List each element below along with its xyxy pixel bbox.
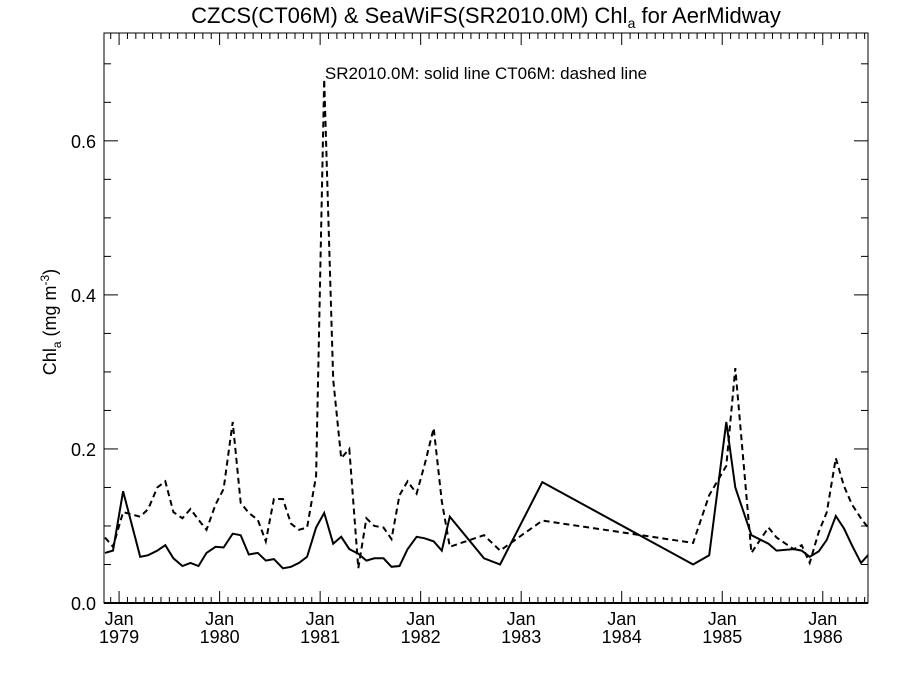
series-layer (104, 79, 869, 570)
series-annotation: SR2010.0M: solid line CT06M: dashed line (325, 64, 647, 83)
y-tick-label: 0.6 (71, 132, 96, 152)
x-tick-year: 1981 (300, 627, 340, 647)
x-tick-month: Jan (607, 609, 636, 629)
x-tick-month: Jan (406, 609, 435, 629)
x-tick-month: Jan (808, 609, 837, 629)
x-tick-month: Jan (507, 609, 536, 629)
x-tick-month: Jan (708, 609, 737, 629)
x-tick-year: 1984 (602, 627, 642, 647)
y-tick-label: 0.2 (71, 440, 96, 460)
x-tick-year: 1983 (501, 627, 541, 647)
y-ticks: 0.0 0.2 0.4 0.6 (71, 63, 868, 614)
series-line-ct06m (104, 79, 869, 569)
y-tick-label: 0.0 (71, 594, 96, 614)
x-tick-year: 1985 (702, 627, 742, 647)
x-tick-month: Jan (105, 609, 134, 629)
x-tick-year: 1980 (200, 627, 240, 647)
plot-frame (103, 32, 869, 604)
chart-title: CZCS(CT06M) & SeaWiFS(SR2010.0M) Chla fo… (191, 3, 781, 31)
series-line-sr2010-0m (104, 421, 869, 570)
y-tick-label: 0.4 (71, 286, 96, 306)
x-tick-year: 1986 (803, 627, 843, 647)
x-ticks: Jan1979Jan1980Jan1981Jan1982Jan1983Jan19… (99, 33, 866, 647)
x-tick-month: Jan (306, 609, 335, 629)
x-tick-year: 1979 (99, 627, 139, 647)
y-axis-label: Chla (mg m-3) (38, 269, 64, 375)
x-tick-year: 1982 (401, 627, 441, 647)
x-tick-month: Jan (205, 609, 234, 629)
